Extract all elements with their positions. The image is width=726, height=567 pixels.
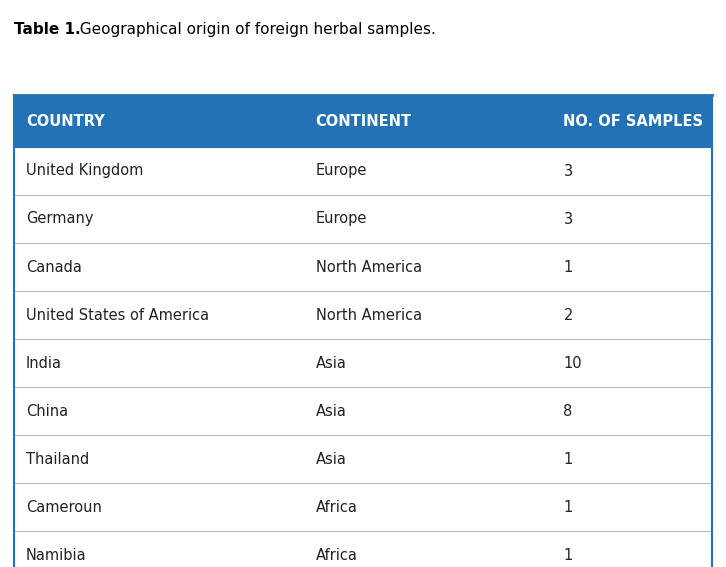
Bar — [14, 291, 712, 339]
Text: 1: 1 — [563, 500, 573, 514]
Text: CONTINENT: CONTINENT — [316, 113, 412, 129]
Bar — [14, 435, 712, 483]
Text: 1: 1 — [563, 260, 573, 274]
Text: 10: 10 — [563, 356, 582, 370]
Text: Germany: Germany — [26, 211, 94, 226]
Text: Europe: Europe — [316, 211, 367, 226]
Bar — [14, 195, 712, 243]
Text: India: India — [26, 356, 62, 370]
Text: 2: 2 — [563, 307, 573, 323]
Bar — [14, 147, 712, 195]
Text: 3: 3 — [563, 163, 573, 179]
Bar — [14, 339, 712, 387]
Text: Asia: Asia — [316, 404, 346, 418]
Text: Europe: Europe — [316, 163, 367, 179]
Bar — [14, 387, 712, 435]
Text: China: China — [26, 404, 68, 418]
Bar — [14, 243, 712, 291]
Text: Namibia: Namibia — [26, 548, 86, 562]
Text: United Kingdom: United Kingdom — [26, 163, 143, 179]
Text: North America: North America — [316, 260, 422, 274]
Text: Cameroun: Cameroun — [26, 500, 102, 514]
Bar — [14, 531, 712, 567]
Text: NO. OF SAMPLES: NO. OF SAMPLES — [563, 113, 703, 129]
Text: Thailand: Thailand — [26, 451, 89, 467]
Text: United States of America: United States of America — [26, 307, 209, 323]
Text: 3: 3 — [563, 211, 573, 226]
Text: Africa: Africa — [316, 500, 357, 514]
Text: COUNTRY: COUNTRY — [26, 113, 105, 129]
Text: Asia: Asia — [316, 451, 346, 467]
Bar — [14, 95, 712, 147]
Text: Africa: Africa — [316, 548, 357, 562]
Text: 1: 1 — [563, 548, 573, 562]
Text: Table 1.: Table 1. — [14, 22, 81, 37]
Text: 1: 1 — [563, 451, 573, 467]
Text: 8: 8 — [563, 404, 573, 418]
Text: Canada: Canada — [26, 260, 82, 274]
Text: Asia: Asia — [316, 356, 346, 370]
Bar — [14, 483, 712, 531]
Text: North America: North America — [316, 307, 422, 323]
Text: Geographical origin of foreign herbal samples.: Geographical origin of foreign herbal sa… — [70, 22, 436, 37]
